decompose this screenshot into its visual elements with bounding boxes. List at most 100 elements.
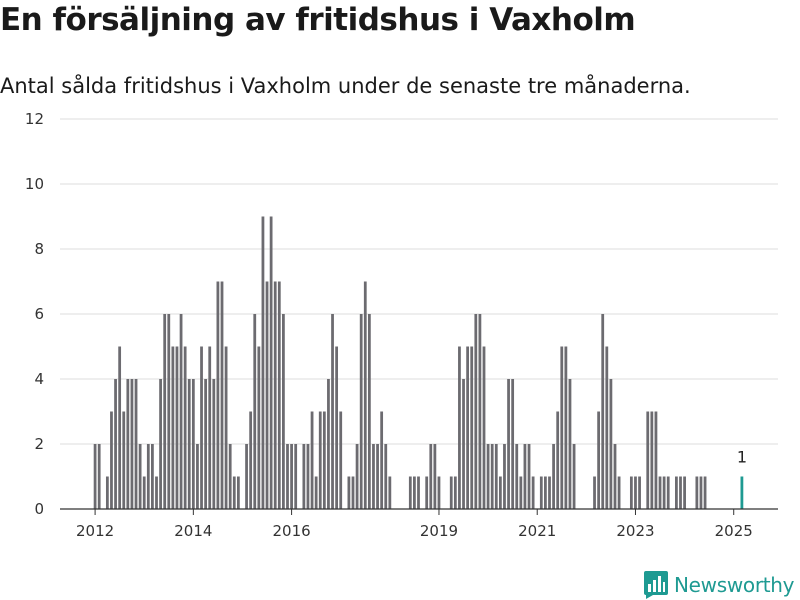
bar [388,476,392,509]
bar [564,346,568,509]
bar [286,444,289,509]
y-tick-label: 8 [34,240,44,258]
chart-title: En försäljning av fritidshus i Vaxholm [0,2,636,38]
bar [359,314,363,509]
bar [114,379,117,509]
bar [339,411,343,509]
bar [200,346,203,509]
bar [408,476,412,509]
y-tick-label: 0 [34,500,44,518]
bar [138,444,142,509]
bar [204,379,208,509]
bar [597,411,601,509]
x-tick-label: 2019 [420,522,458,540]
bar [429,444,433,509]
x-axis: 2012 2014 2016 2019 2021 2023 2025 [60,508,778,540]
bar [196,444,199,509]
bar [515,444,519,509]
bar [142,476,146,509]
bar [380,411,384,509]
bar [347,476,351,509]
bar [560,346,564,509]
bar [122,411,126,509]
bar [367,314,371,509]
bar [355,444,359,509]
x-tick-label: 2021 [518,522,556,540]
bar [453,476,457,509]
bar [662,476,666,509]
bar [175,346,179,509]
bar [413,476,416,509]
bar [257,346,261,509]
bar [634,476,637,509]
bar [265,281,269,509]
bar [376,444,379,509]
bar [486,444,490,509]
bar [511,379,515,509]
bar [146,444,150,509]
x-tick-label: 2012 [76,522,114,540]
newsworthy-logo: Newsworthy [644,570,795,600]
bar [93,444,97,509]
bar [679,476,682,509]
bar [539,476,543,509]
y-tick-label: 2 [34,435,44,453]
bar [613,444,617,509]
brand-name: Newsworthy [674,573,795,597]
bar [171,346,175,509]
bar [437,476,441,509]
bar [331,314,334,509]
bar [654,411,658,509]
bar [531,476,535,509]
bar [224,346,228,509]
bar [458,346,461,509]
bar [638,476,641,509]
bar [449,476,453,509]
bar [151,444,154,509]
bar [675,476,678,509]
bar [482,346,486,509]
bar [351,476,355,509]
bar [548,476,551,509]
bar [466,346,470,509]
bar [683,476,686,509]
bar [167,314,171,509]
bar [183,346,187,509]
bar [568,379,572,509]
bar [544,476,547,509]
x-tick-label: 2023 [616,522,654,540]
bar [159,379,162,509]
bar [527,444,531,509]
bar [617,476,621,509]
bar [470,346,474,509]
bar [695,476,699,509]
bar [277,281,281,509]
bar [490,444,494,509]
bar [703,476,707,509]
bar [605,346,609,509]
bar [302,444,306,509]
bar [498,476,502,509]
bar [327,379,330,509]
bar [163,314,167,509]
bar [650,411,654,509]
newsworthy-icon [644,571,668,599]
x-tick-label: 2025 [715,522,753,540]
bar-latest [740,476,744,509]
y-tick-label: 6 [34,305,44,323]
bar [249,411,253,509]
bar [474,314,478,509]
bar [290,444,293,509]
bar [118,346,122,509]
chart-subtitle: Antal sålda fritidshus i Vaxholm under d… [0,74,691,98]
bar [519,476,523,509]
bar-chart: 0 2 4 6 8 10 12 2012 2014 2016 2019 2021 2023 2025 1 [25,110,778,540]
bar [384,444,388,509]
bar [478,314,482,509]
bar [97,444,101,509]
bar [191,379,195,509]
bar [609,379,613,509]
bar [363,281,367,509]
data-labels: 1 [737,448,747,467]
bar [134,379,138,509]
